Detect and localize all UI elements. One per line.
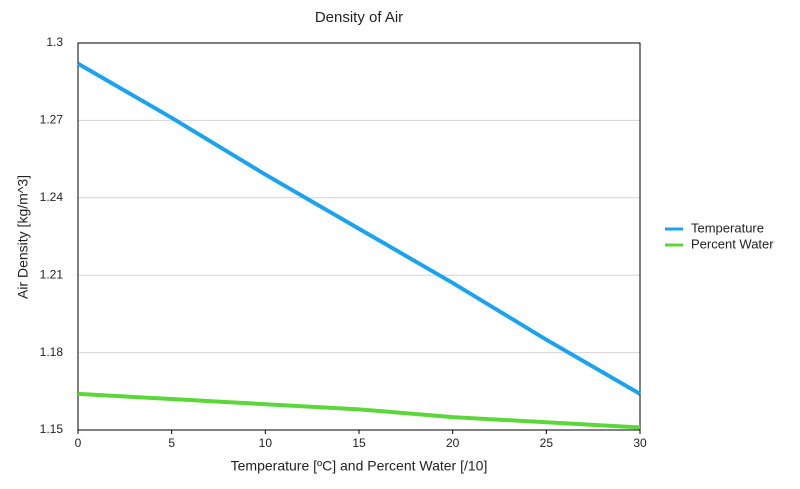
x-tick-label: 15 xyxy=(352,436,366,450)
x-tick-label: 5 xyxy=(168,436,175,450)
y-tick-label: 1.24 xyxy=(40,190,64,204)
y-tick-label: 1.15 xyxy=(40,422,64,436)
y-axis-label: Air Density [kg/m^3] xyxy=(15,175,31,299)
y-tick-label: 1.18 xyxy=(40,345,64,359)
x-axis-label: Temperature [ºC] and Percent Water [/10] xyxy=(231,458,488,474)
x-tick-label: 20 xyxy=(446,436,460,450)
x-tick-label: 0 xyxy=(75,436,82,450)
plot-frame xyxy=(77,42,641,431)
y-tick-label: 1.21 xyxy=(40,267,64,281)
y-tick-label: 1.3 xyxy=(46,35,63,49)
y-tick-label: 1.27 xyxy=(40,113,64,127)
legend-label: Temperature xyxy=(691,220,764,235)
x-tick-label: 25 xyxy=(540,436,554,450)
legend-label: Percent Water xyxy=(691,236,774,251)
x-tick-label: 30 xyxy=(633,436,647,450)
line-series xyxy=(76,61,642,396)
chart-title: Density of Air xyxy=(315,9,403,26)
x-tick-label: 10 xyxy=(259,436,273,450)
line-series xyxy=(77,391,641,430)
